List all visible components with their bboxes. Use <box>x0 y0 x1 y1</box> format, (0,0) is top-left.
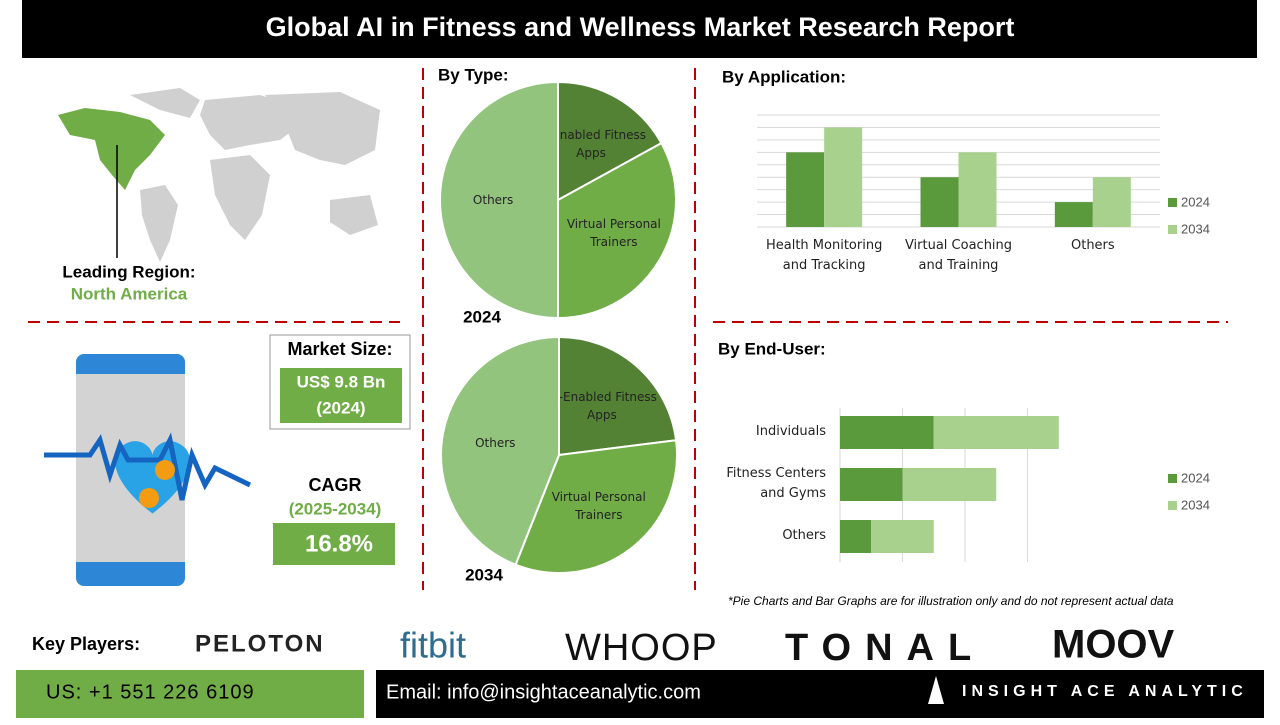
y-tick-label-box: Fitness Centers and Gyms <box>726 466 826 501</box>
legend-label: 2034 <box>1181 497 1210 512</box>
cagr-box <box>273 523 395 565</box>
email: Email: info@insightaceanalytic.com <box>386 681 701 703</box>
x-tick-label-box: Others <box>1070 238 1115 253</box>
bar <box>840 416 934 449</box>
pie-year: 2024 <box>463 307 501 326</box>
brand-icon <box>928 676 944 704</box>
north-america <box>58 108 165 190</box>
bar <box>902 468 997 501</box>
x-tick-label: Others <box>1070 238 1115 253</box>
bar <box>1092 177 1131 227</box>
logo: WHOOP <box>565 627 718 669</box>
region-label: Leading Region: <box>62 262 195 281</box>
legend-swatch <box>1168 198 1177 207</box>
logo: TONAL <box>785 627 985 669</box>
logo: PELOTON <box>195 630 325 657</box>
bar <box>920 177 959 227</box>
legend-swatch <box>1168 225 1177 234</box>
chart-title: By Application: <box>722 67 846 86</box>
x-tick-label-box: Virtual Coaching and Training <box>904 238 1013 273</box>
legend-swatch <box>1168 474 1177 483</box>
bar <box>1054 202 1093 227</box>
brand: INSIGHT ACE ANALYTIC <box>962 683 1248 700</box>
cagr-period: (2025-2034) <box>289 499 382 518</box>
legend-label: 2024 <box>1181 194 1210 209</box>
legend-swatch <box>1168 501 1177 510</box>
region-value: North America <box>71 284 188 303</box>
slice-label-box: Virtual Personal Trainers <box>566 217 661 250</box>
logo: fitbit <box>400 625 466 666</box>
slice-label: AI-Enabled Fitness Apps <box>546 390 657 423</box>
y-tick-label: Fitness Centers and Gyms <box>726 466 826 501</box>
chart-title: By Type: <box>438 65 509 84</box>
bar <box>786 152 825 227</box>
slice-label-box: Others <box>472 193 514 207</box>
cagr-label: CAGR <box>309 475 362 495</box>
phone-illustration <box>44 354 252 586</box>
slice-label: Others <box>472 193 514 207</box>
bar <box>933 416 1059 449</box>
slice-label: Virtual Personal Trainers <box>566 217 661 250</box>
logo: MOOV <box>1052 623 1175 667</box>
bar <box>958 152 997 227</box>
x-tick-label: Health Monitoring and Tracking <box>765 238 883 273</box>
bar <box>840 468 903 501</box>
slice-label-box: AI-Enabled Fitness Apps <box>536 128 646 161</box>
header-bar <box>22 0 1257 58</box>
legend-label: 2024 <box>1181 470 1210 485</box>
pie-slice <box>557 141 677 320</box>
slice-label-box: AI-Enabled Fitness Apps <box>546 390 657 423</box>
world-map <box>130 88 380 262</box>
x-tick-label-box: Health Monitoring and Tracking <box>765 238 883 273</box>
slice-label-box: Virtual Personal Trainers <box>551 490 646 523</box>
pie-slice <box>558 335 678 457</box>
slice-label: Others <box>475 435 516 450</box>
y-tick-label-box: Others <box>782 528 826 543</box>
pie-slice <box>514 439 678 574</box>
slice-label: Virtual Personal Trainers <box>551 490 646 523</box>
slice-label-box: Others <box>475 435 516 450</box>
pie-slice <box>439 80 559 320</box>
bar <box>824 127 863 227</box>
market-label: Market Size: <box>287 339 392 359</box>
key-players-label: Key Players: <box>32 634 140 654</box>
cagr-value: 16.8% <box>305 530 373 557</box>
legend-label: 2034 <box>1181 221 1210 236</box>
title: Global AI in Fitness and Wellness Market… <box>266 12 1015 42</box>
pie-slice <box>557 80 663 202</box>
y-tick-label: Individuals <box>755 424 826 439</box>
bar <box>840 520 872 553</box>
x-tick-label: Virtual Coaching and Training <box>904 238 1013 273</box>
y-tick-label-box: Individuals <box>755 424 826 439</box>
note: *Pie Charts and Bar Graphs are for illus… <box>728 594 1174 608</box>
bar <box>871 520 934 553</box>
market-value: US$ 9.8 Bn <box>297 372 386 391</box>
pie-year: 2034 <box>465 565 503 584</box>
email-bar <box>376 670 1264 718</box>
phone: US: +1 551 226 6109 <box>46 681 255 703</box>
chart-title: By End-User: <box>718 339 826 358</box>
slice-label: AI-Enabled Fitness Apps <box>536 128 646 161</box>
phone-bar <box>16 670 364 718</box>
market-year: (2024) <box>316 398 365 417</box>
pie-slice <box>439 335 560 567</box>
y-tick-label: Others <box>782 528 826 543</box>
market-value-box <box>280 368 402 423</box>
